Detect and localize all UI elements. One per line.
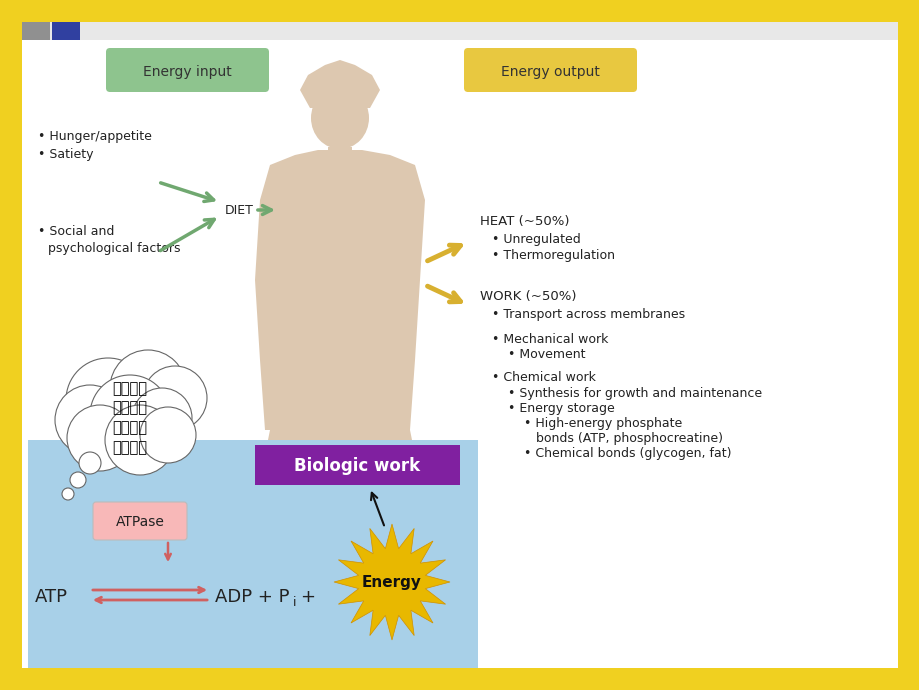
Circle shape	[110, 350, 186, 426]
Text: • Unregulated: • Unregulated	[492, 233, 580, 246]
Text: HEAT (~50%): HEAT (~50%)	[480, 215, 569, 228]
Text: • Synthesis for growth and maintenance: • Synthesis for growth and maintenance	[507, 387, 761, 400]
Text: Energy output: Energy output	[500, 65, 599, 79]
Text: 机体的重
要贮能物
质和直接
供能物质: 机体的重 要贮能物 质和直接 供能物质	[112, 381, 147, 455]
Ellipse shape	[311, 87, 369, 149]
FancyBboxPatch shape	[328, 147, 352, 167]
Text: i: i	[292, 595, 296, 609]
Text: • Energy storage: • Energy storage	[507, 402, 614, 415]
Circle shape	[105, 405, 175, 475]
FancyBboxPatch shape	[0, 668, 919, 690]
Text: psychological factors: psychological factors	[48, 242, 180, 255]
FancyBboxPatch shape	[0, 0, 919, 22]
Text: WORK (~50%): WORK (~50%)	[480, 290, 576, 303]
Circle shape	[66, 358, 150, 442]
Circle shape	[142, 366, 207, 430]
Circle shape	[67, 405, 133, 471]
Text: • Transport across membranes: • Transport across membranes	[492, 308, 685, 321]
Circle shape	[55, 385, 125, 455]
FancyBboxPatch shape	[93, 502, 187, 540]
FancyBboxPatch shape	[463, 48, 636, 92]
Text: bonds (ATP, phosphocreatine): bonds (ATP, phosphocreatine)	[536, 432, 722, 445]
Text: • Social and: • Social and	[38, 225, 114, 238]
Circle shape	[90, 375, 170, 455]
FancyBboxPatch shape	[255, 445, 460, 485]
FancyBboxPatch shape	[897, 0, 919, 690]
Text: • Mechanical work: • Mechanical work	[492, 333, 607, 346]
FancyBboxPatch shape	[52, 22, 80, 40]
Text: ATPase: ATPase	[116, 515, 165, 529]
FancyBboxPatch shape	[0, 0, 22, 690]
Text: • Chemical work: • Chemical work	[492, 371, 596, 384]
Text: • Chemical bonds (glycogen, fat): • Chemical bonds (glycogen, fat)	[524, 447, 731, 460]
Text: • Satiety: • Satiety	[38, 148, 94, 161]
Text: Energy input: Energy input	[142, 65, 231, 79]
Text: • High-energy phosphate: • High-energy phosphate	[524, 417, 682, 430]
Text: • Movement: • Movement	[507, 348, 584, 361]
Circle shape	[131, 388, 192, 448]
FancyBboxPatch shape	[28, 440, 478, 668]
Text: ADP + P: ADP + P	[215, 588, 289, 606]
Polygon shape	[300, 60, 380, 108]
Circle shape	[70, 472, 85, 488]
Text: Energy: Energy	[362, 575, 422, 591]
Text: Biologic work: Biologic work	[293, 457, 420, 475]
FancyBboxPatch shape	[22, 22, 50, 40]
Text: • Hunger/appetite: • Hunger/appetite	[38, 130, 152, 143]
Circle shape	[140, 407, 196, 463]
FancyBboxPatch shape	[106, 48, 268, 92]
Polygon shape	[334, 524, 449, 640]
Text: • Thermoregulation: • Thermoregulation	[492, 249, 614, 262]
Text: +: +	[300, 588, 314, 606]
Text: ATP: ATP	[35, 588, 68, 606]
Text: DIET: DIET	[225, 204, 254, 217]
FancyBboxPatch shape	[22, 40, 897, 668]
Polygon shape	[255, 150, 425, 430]
Circle shape	[79, 452, 101, 474]
Polygon shape	[260, 430, 420, 570]
Circle shape	[62, 488, 74, 500]
